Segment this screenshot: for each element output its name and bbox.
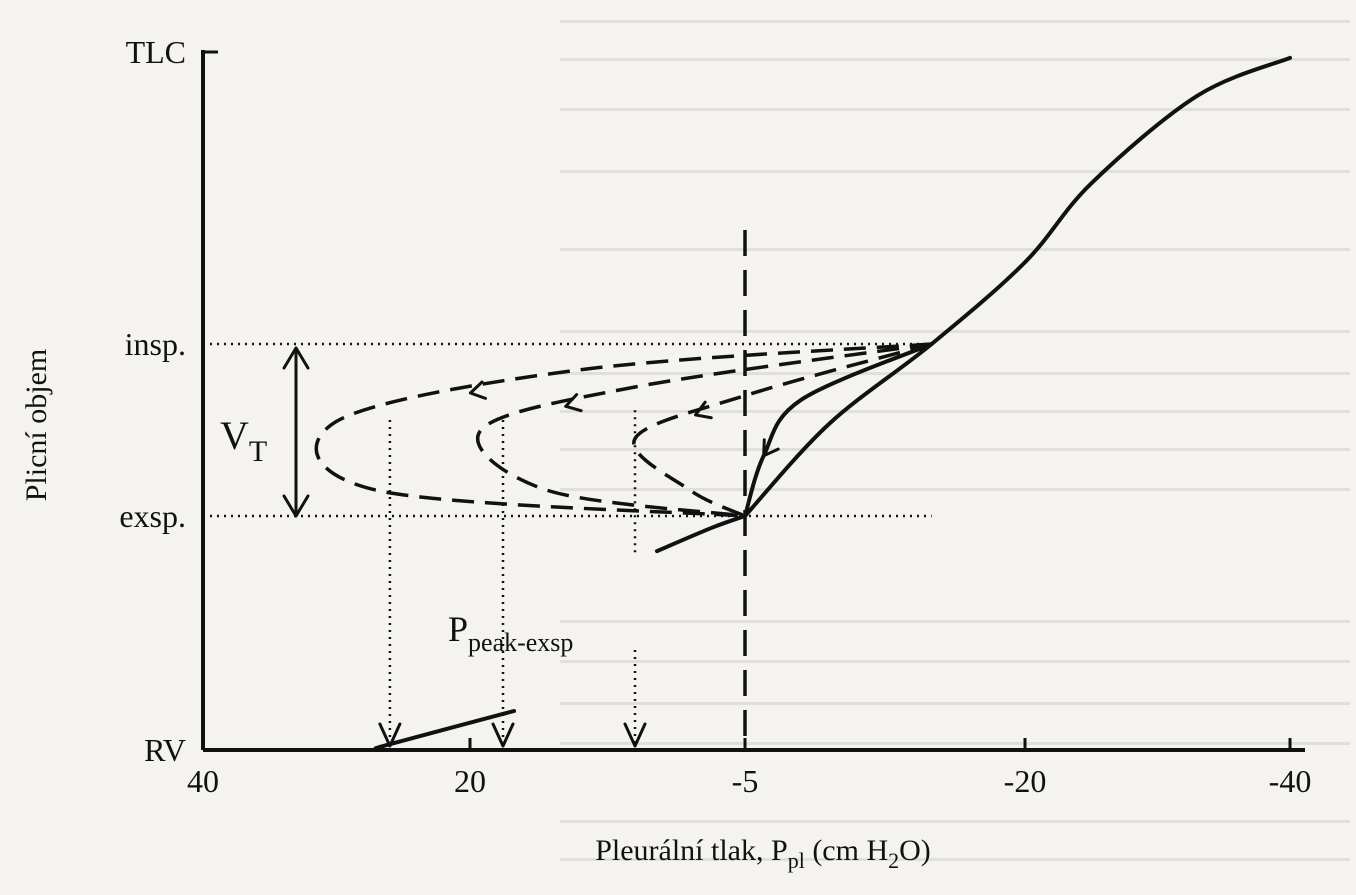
- reference-lines-layer: [203, 230, 932, 750]
- loop-direction-arrow-5: [468, 380, 488, 400]
- bleed-through-line-6: [560, 330, 1350, 333]
- y-axis-title: Plicní objem: [20, 349, 53, 502]
- y-ticks-layer: RV exsp. insp. TLC: [119, 34, 218, 768]
- bleed-through-line-14: [560, 742, 1350, 745]
- quasi-static-direction-arrow: [762, 438, 780, 458]
- bleed-through-line-2: [560, 58, 1350, 61]
- projection-arrow-2: [491, 722, 515, 748]
- dashed-loop-6: [476, 342, 932, 518]
- dashed-loop-7: [632, 342, 933, 518]
- loop-direction-arrow-7: [694, 400, 713, 420]
- bleed-through-line-4: [560, 170, 1350, 173]
- dashed-loop-5: [314, 342, 932, 518]
- tidal-volume-arrow: [282, 346, 310, 518]
- bleed-through-line-3: [560, 108, 1350, 111]
- projection-arrow-1: [378, 722, 402, 748]
- bleed-through-line-5: [560, 248, 1350, 251]
- x-tick-label-4: -20: [1004, 763, 1047, 799]
- bleed-through-line-12: [560, 660, 1350, 663]
- solid-curve-4: [743, 342, 934, 518]
- loop-direction-arrow-6: [564, 393, 583, 413]
- bleed-through-line-15: [560, 820, 1350, 823]
- y-tick-label-3: insp.: [125, 326, 186, 362]
- bleed-through-line-16: [560, 858, 1350, 861]
- curves-layer: [314, 55, 1292, 751]
- background-bleed-through: [560, 20, 1350, 861]
- x-tick-label-2: 20: [454, 763, 486, 799]
- peak-pressure-label: Ppeak-exsp: [448, 609, 573, 657]
- x-tick-label-3: -5: [732, 763, 759, 799]
- tidal-volume-label: VT: [220, 413, 267, 468]
- x-tick-label-1: 40: [187, 763, 219, 799]
- projection-arrow-3: [623, 722, 647, 748]
- x-ticks-layer: 40 20 -5 -20 -40: [187, 738, 1311, 799]
- x-tick-label-5: -40: [1269, 763, 1312, 799]
- bleed-through-line-13: [560, 702, 1350, 705]
- solid-curve-2: [655, 514, 747, 554]
- y-tick-label-4: TLC: [126, 34, 186, 70]
- solid-curve-1: [743, 55, 1292, 518]
- bleed-through-line-11: [560, 620, 1350, 623]
- x-axis-title: Pleurální tlak, Ppl (cm H2O): [595, 834, 931, 873]
- y-tick-label-2: exsp.: [119, 498, 186, 534]
- bleed-through-line-7: [560, 372, 1350, 375]
- y-tick-label-1: RV: [144, 732, 186, 768]
- bleed-through-line-1: [560, 20, 1350, 23]
- bleed-through-line-8: [560, 410, 1350, 413]
- bleed-through-line-10: [560, 488, 1350, 491]
- bleed-through-line-9: [560, 448, 1350, 451]
